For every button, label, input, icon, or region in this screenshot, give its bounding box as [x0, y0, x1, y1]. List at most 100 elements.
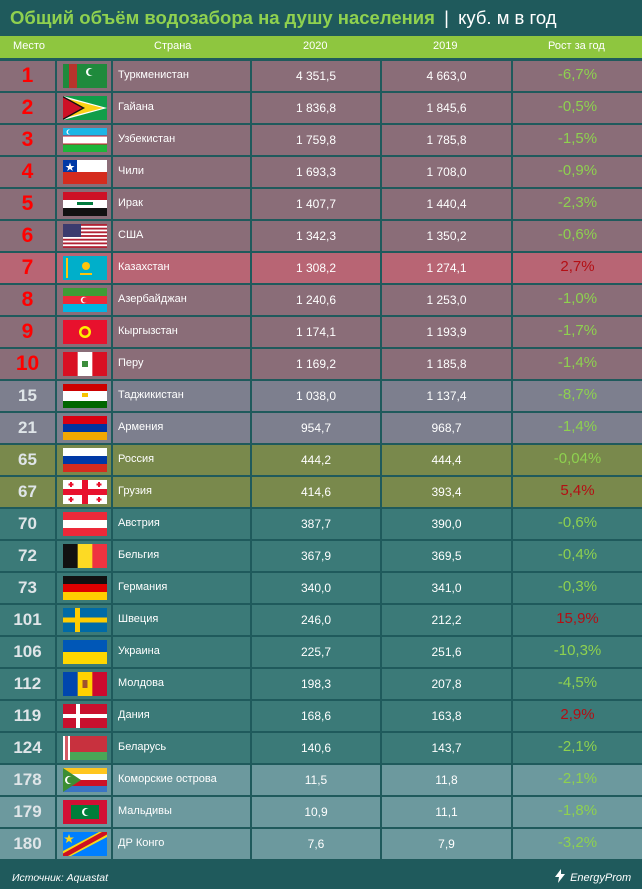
growth-value: -3,2%	[557, 834, 598, 851]
header-2019: 2019	[433, 40, 458, 52]
table-row: 112 Молдова 198,3 207,8 -4,5%	[0, 669, 642, 699]
value-2020: 954,7	[300, 421, 332, 435]
maldives-flag	[63, 800, 107, 824]
value-2019: 11,1	[435, 805, 458, 819]
table-row: 179 Мальдивы 10,9 11,1 -1,8%	[0, 797, 642, 827]
country-cell: Узбекистан	[113, 125, 250, 155]
header-2020: 2020	[303, 40, 328, 52]
rank-value: 178	[13, 770, 42, 789]
rank-value: 6	[21, 224, 34, 247]
value-2020: 198,3	[300, 677, 332, 691]
value-2019: 1 785,8	[426, 133, 467, 147]
value-2020: 7,6	[307, 837, 325, 851]
growth-cell: 5,4%	[513, 477, 642, 507]
growth-cell: -8,7%	[513, 381, 642, 411]
flag-cell	[57, 381, 111, 411]
title-unit: куб. м в год	[458, 7, 557, 28]
value-2020-cell: 1 038,0	[252, 381, 380, 411]
rank-value: 7	[21, 256, 34, 279]
dr-congo-flag	[63, 832, 107, 856]
country-cell: Перу	[113, 349, 250, 379]
logo-text: EnergyProm	[570, 872, 632, 884]
flag-cell	[57, 61, 111, 91]
value-2020-cell: 4 351,5	[252, 61, 380, 91]
value-2020: 11,5	[304, 773, 328, 787]
value-2019: 393,4	[431, 485, 462, 499]
growth-cell: 15,9%	[513, 605, 642, 635]
value-2020-cell: 140,6	[252, 733, 380, 763]
rank-cell: 67	[0, 477, 55, 507]
rank-cell: 72	[0, 541, 55, 571]
table-row: 119 Дания 168,6 163,8 2,9%	[0, 701, 642, 731]
growth-value: -1,8%	[557, 802, 598, 819]
growth-cell: -1,4%	[513, 349, 642, 379]
table-row: 15 Таджикистан 1 038,0 1 137,4 -8,7%	[0, 381, 642, 411]
value-2019: 1 137,4	[426, 389, 467, 403]
country-name: Австрия	[118, 517, 160, 529]
growth-cell: -0,9%	[513, 157, 642, 187]
value-2019: 1 185,8	[426, 357, 467, 371]
value-2019-cell: 390,0	[382, 509, 511, 539]
rank-cell: 6	[0, 221, 55, 251]
rank-cell: 65	[0, 445, 55, 475]
table-row: 106 Украина 225,7 251,6 -10,3%	[0, 637, 642, 667]
value-2019: 212,2	[431, 613, 462, 627]
value-2020: 1 693,3	[295, 165, 337, 179]
value-2020-cell: 1 759,8	[252, 125, 380, 155]
country-name: Беларусь	[118, 741, 167, 753]
title-separator: |	[444, 7, 449, 28]
iraq-flag	[63, 192, 107, 216]
rank-value: 70	[18, 514, 37, 533]
country-name: США	[118, 229, 144, 241]
value-2020: 1 174,1	[295, 325, 337, 339]
country-name: Молдова	[118, 677, 164, 689]
country-name: Гайана	[118, 101, 154, 113]
value-2019: 207,8	[431, 677, 462, 691]
value-2020-cell: 1 169,2	[252, 349, 380, 379]
table-row: 178 Коморские острова 11,5 11,8 -2,1%	[0, 765, 642, 795]
austria-flag	[63, 512, 107, 536]
value-2020-cell: 246,0	[252, 605, 380, 635]
growth-cell: -1,7%	[513, 317, 642, 347]
value-2019-cell: 4 663,0	[382, 61, 511, 91]
growth-value: -8,7%	[557, 386, 598, 403]
country-name: Таджикистан	[118, 389, 184, 401]
country-cell: Германия	[113, 573, 250, 603]
rank-cell: 70	[0, 509, 55, 539]
growth-value: 15,9%	[556, 610, 599, 627]
rank-value: 1	[21, 64, 34, 87]
value-2019: 444,4	[431, 453, 462, 467]
energyprom-logo: EnergyProm	[553, 869, 631, 885]
value-2020-cell: 1 407,7	[252, 189, 380, 219]
country-cell: Чили	[113, 157, 250, 187]
rank-cell: 21	[0, 413, 55, 443]
value-2019-cell: 369,5	[382, 541, 511, 571]
country-name: Кыргызстан	[118, 325, 178, 337]
value-2019-cell: 393,4	[382, 477, 511, 507]
flag-cell	[57, 797, 111, 827]
rank-cell: 124	[0, 733, 55, 763]
flag-cell	[57, 829, 111, 859]
flag-cell	[57, 413, 111, 443]
table-row: 7 Казахстан 1 308,2 1 274,1 2,7%	[0, 253, 642, 283]
usa-flag	[63, 224, 107, 248]
rank-cell: 4	[0, 157, 55, 187]
rank-value: 4	[21, 160, 34, 183]
rank-value: 119	[13, 706, 42, 725]
value-2019: 1 440,4	[426, 197, 467, 211]
country-cell: Молдова	[113, 669, 250, 699]
rank-value: 3	[21, 128, 34, 151]
sweden-flag	[63, 608, 107, 632]
value-2020: 367,9	[300, 549, 332, 563]
country-cell: ДР Конго	[113, 829, 250, 859]
value-2020-cell: 1 836,8	[252, 93, 380, 123]
growth-cell: -6,7%	[513, 61, 642, 91]
value-2019: 1 274,1	[426, 261, 467, 275]
value-2019-cell: 1 785,8	[382, 125, 511, 155]
country-cell: Дания	[113, 701, 250, 731]
table-row: 4 Чили 1 693,3 1 708,0 -0,9%	[0, 157, 642, 187]
country-name: Дания	[118, 709, 150, 721]
value-2020-cell: 340,0	[252, 573, 380, 603]
country-cell: Гайана	[113, 93, 250, 123]
value-2019-cell: 1 253,0	[382, 285, 511, 315]
